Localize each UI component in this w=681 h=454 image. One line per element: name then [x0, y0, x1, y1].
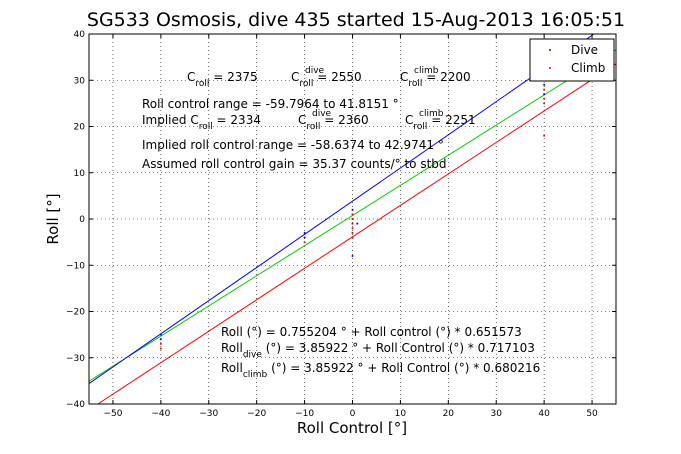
chart-title: SG533 Osmosis, dive 435 started 15-Aug-2…: [87, 9, 625, 31]
implied-croll-value: = 2334: [213, 113, 261, 127]
croll-sub: roll: [195, 79, 209, 89]
x-tick-label: −40: [151, 409, 170, 419]
data-points: [159, 79, 546, 350]
x-tick-label: 20: [443, 409, 455, 419]
y-tick-label: −30: [66, 354, 85, 364]
fit-line-dive: [88, 33, 595, 384]
x-tick-label: 10: [395, 409, 407, 419]
croll-dive-sub: roll: [299, 79, 313, 89]
croll-label: C: [187, 70, 195, 84]
x-tick-label: 40: [538, 409, 550, 419]
implied-croll-sub: roll: [199, 122, 213, 132]
y-tick-label: 40: [74, 30, 86, 40]
implied-croll-dive-label: C: [298, 113, 306, 127]
data-point-dive: [159, 333, 162, 336]
implied-croll-climb-sub: roll: [413, 122, 427, 132]
eq-climb-post: (°) = 3.85922 ° + Roll Control (°) * 0.6…: [267, 361, 540, 375]
eq-dive-pre: Roll: [221, 341, 243, 355]
croll-climb-label: C: [400, 70, 408, 84]
implied-croll-dive-sub: roll: [306, 122, 320, 132]
y-tick-label: 30: [74, 76, 86, 86]
y-tick-label: −10: [66, 261, 85, 271]
eq-climb-pre: Roll: [221, 361, 243, 375]
legend-box: [529, 38, 615, 82]
legend-label-climb: Climb: [571, 61, 605, 75]
eq-dive-post: (°) = 3.85922 ° + Roll Control (°) * 0.7…: [262, 341, 535, 355]
data-point-climb: [351, 213, 354, 216]
implied-croll-label: Implied C: [142, 113, 199, 127]
data-point-climb: [351, 236, 354, 239]
data-point-dive: [351, 255, 354, 257]
data-point-dive: [356, 222, 359, 225]
data-point-climb: [159, 342, 162, 345]
annotations: Croll = 2375 Croll = 2550 Croll = 2200 d…: [142, 66, 540, 380]
data-point-dive: [543, 93, 546, 96]
fit-lines: [88, 33, 617, 405]
legend-marker-climb: [549, 67, 551, 69]
data-point-climb: [351, 222, 354, 225]
eq-dive-sub: dive: [243, 350, 263, 360]
roll-control-range: Roll control range = -59.7964 to 41.8151…: [142, 97, 399, 111]
x-tick-label: 30: [491, 409, 503, 419]
x-axis-label: Roll Control [°]: [297, 419, 407, 437]
croll-climb-sub: roll: [408, 79, 422, 89]
implied-croll-climb-label: C: [405, 113, 413, 127]
grid: [89, 33, 616, 405]
roll-control-gain: Assumed roll control gain = 35.37 counts…: [142, 157, 447, 171]
data-point-dive: [543, 83, 546, 86]
x-tick-label: −10: [295, 409, 314, 419]
fit-line-climb: [97, 63, 617, 405]
legend-marker-dive: [549, 49, 551, 51]
data-point-climb: [543, 97, 546, 100]
implied-croll-climb-sup: climb: [419, 109, 444, 119]
y-axis-label: Roll [°]: [44, 193, 62, 244]
x-tick-label: −20: [247, 409, 266, 419]
data-point-climb: [159, 347, 162, 350]
croll-dive-sup: dive: [305, 66, 325, 76]
y-tick-label: −40: [66, 400, 85, 410]
data-point-climb: [351, 227, 354, 230]
fit-equation-climb: Rollclimb (°) = 3.85922 ° + Roll Control…: [221, 361, 540, 380]
fit-line-combined: [88, 49, 617, 382]
data-point-climb: [303, 241, 306, 244]
implied-roll-control-range: Implied roll control range = -58.6374 to…: [142, 138, 444, 152]
annotation-croll-line: Croll = 2375 Croll = 2550 Croll = 2200: [187, 70, 471, 89]
data-point-climb: [351, 231, 354, 234]
eq-climb-sub: climb: [243, 370, 268, 380]
croll-value: = 2375: [209, 70, 257, 84]
data-point-climb: [543, 88, 546, 91]
implied-croll-dive-sup: dive: [312, 109, 332, 119]
data-point-dive: [303, 231, 306, 234]
data-point-climb: [351, 218, 354, 220]
y-tick-label: 20: [74, 123, 86, 133]
y-tick-label: 0: [79, 215, 85, 225]
data-point-climb: [543, 134, 546, 137]
croll-climb-sup: climb: [414, 66, 439, 76]
data-point-climb: [543, 102, 546, 105]
data-point-dive: [351, 208, 354, 211]
croll-dive-label: C: [291, 70, 299, 84]
fit-equation-combined: Roll (°) = 0.755204 ° + Roll control (°)…: [221, 325, 522, 339]
fit-equation-dive: Rolldive (°) = 3.85922 ° + Roll Control …: [221, 341, 535, 360]
y-tick-label: 10: [74, 169, 86, 179]
data-point-dive: [159, 338, 162, 341]
y-tick-label: −20: [66, 308, 85, 318]
x-tick-label: 50: [586, 409, 598, 419]
ticks: −50 −40 −30 −20 −10 0 10 20 30 40 50 −40 −30 −20 −10 0 1…: [66, 30, 616, 419]
implied-croll-climb-value: = 2251: [427, 113, 475, 127]
croll-dive-value: = 2550: [313, 70, 361, 84]
croll-climb-value: = 2200: [422, 70, 470, 84]
legend: Dive Climb: [529, 38, 615, 82]
annotation-implied-croll-line: Implied Croll = 2334 Croll = 2360 Croll …: [142, 113, 476, 132]
x-tick-label: 0: [350, 409, 356, 419]
x-tick-label: −50: [103, 409, 122, 419]
data-point-dive: [303, 236, 306, 239]
x-tick-label: −30: [199, 409, 218, 419]
legend-label-dive: Dive: [571, 43, 598, 57]
implied-croll-dive-value: = 2360: [320, 113, 368, 127]
